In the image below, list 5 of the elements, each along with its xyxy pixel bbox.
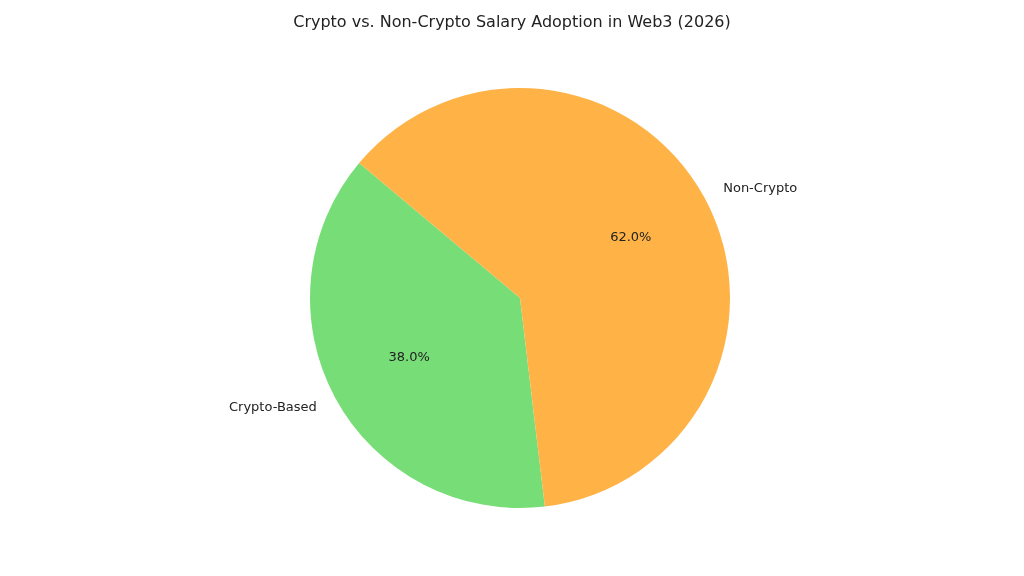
data-label: 38.0% <box>388 349 430 365</box>
chart-title: Crypto vs. Non-Crypto Salary Adoption in Web3 (2026) <box>292 12 732 31</box>
data-label: 62.0% <box>610 229 652 245</box>
slice-label: Non-Crypto <box>723 179 798 195</box>
slice-label: Crypto-Based <box>229 399 317 415</box>
